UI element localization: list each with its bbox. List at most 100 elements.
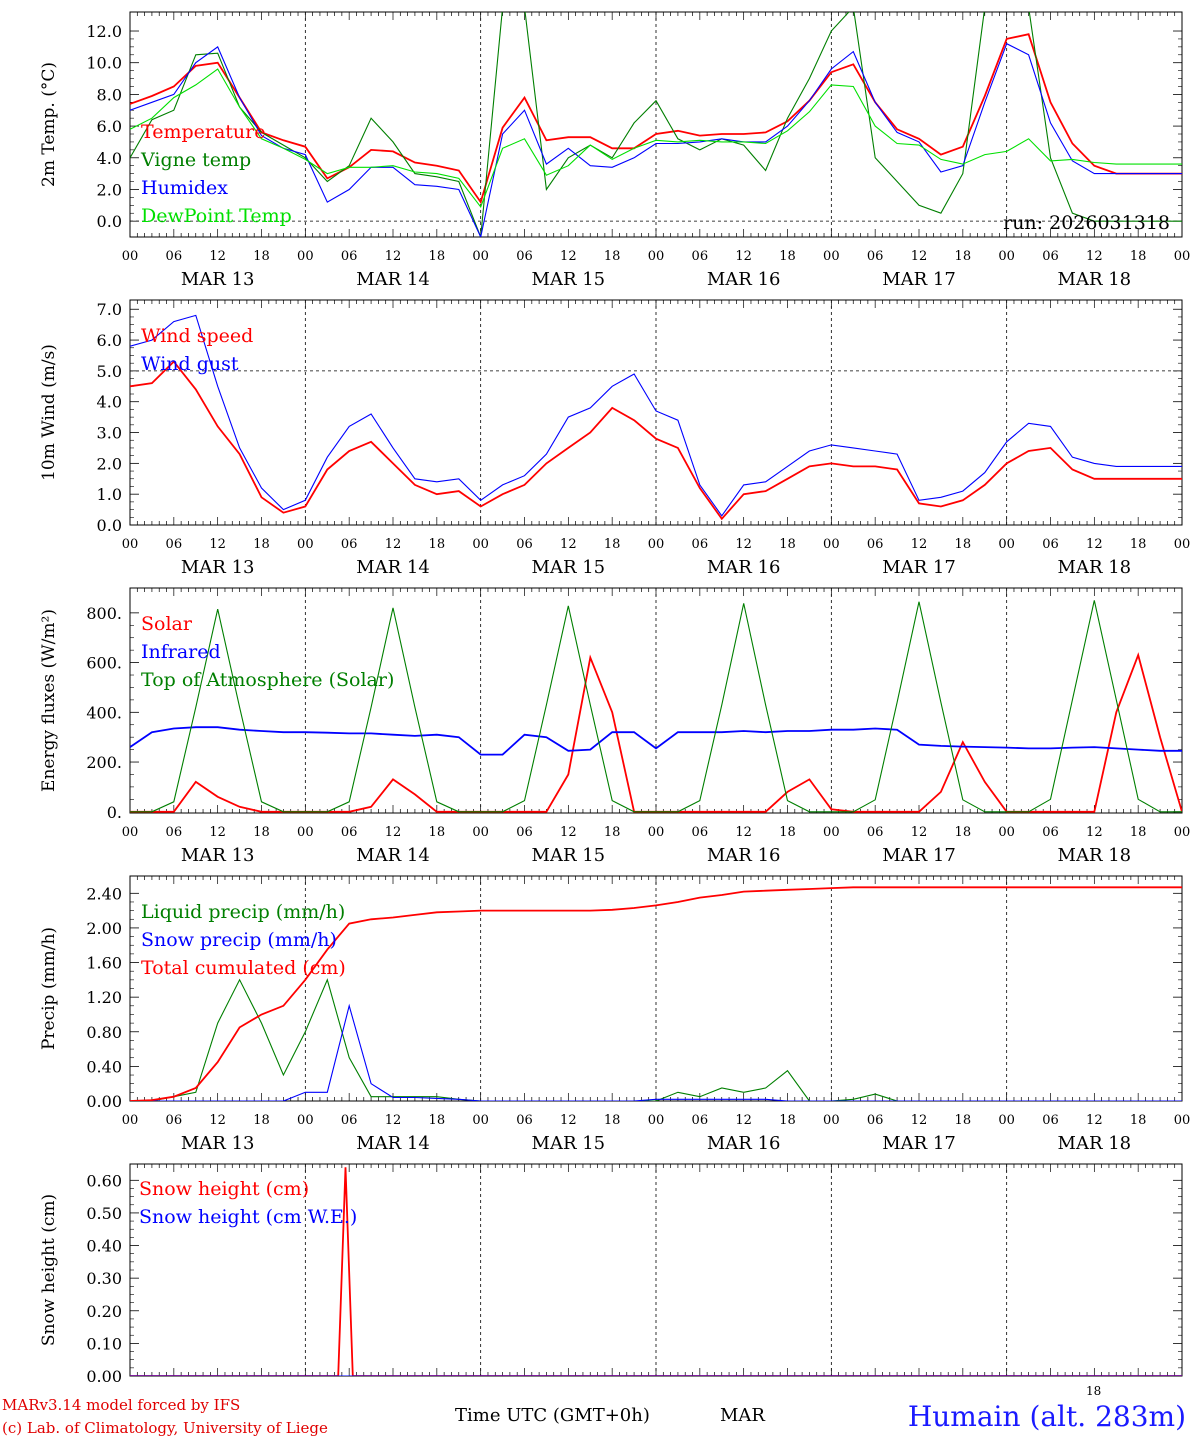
- y-tick-label: 800.: [86, 604, 122, 623]
- x-tick-label: 00: [122, 249, 139, 264]
- x-tick-label: 06: [341, 537, 358, 552]
- plot-frame: [129, 587, 1183, 814]
- series-line-snow-precip-mm-h-: [130, 1003, 1182, 1101]
- x-tick-label: 06: [867, 1113, 884, 1128]
- x-tick-label: 18: [604, 249, 621, 264]
- y-tick-label: 0.40: [86, 1237, 122, 1256]
- y-tick-label: 0.50: [86, 1204, 122, 1223]
- x-tick-label: 06: [341, 249, 358, 264]
- series-line-total-cumulated-cm-: [130, 886, 1182, 1101]
- x-tick-label: 00: [297, 1113, 314, 1128]
- y-axis-label: 2m Temp. (°C): [39, 62, 59, 187]
- day-label: MAR 17: [882, 845, 956, 866]
- day-label: MAR 14: [356, 1133, 430, 1154]
- x-tick-label: 12: [735, 1113, 752, 1128]
- x-tick-label: 18: [779, 825, 796, 840]
- panel-2: 0.0 1.0 2.0 3.0 4.0 5.0 6.0 7.0 10m Wind (m/s) 00…: [39, 299, 1190, 578]
- x-tick-label: 12: [735, 537, 752, 552]
- x-tick-label: 00: [122, 825, 139, 840]
- lab-credit: (c) Lab. of Climatology, University of L…: [2, 1419, 328, 1437]
- day-label: MAR 15: [532, 269, 606, 290]
- x-tick-label: 00: [823, 1113, 840, 1128]
- panel-3: 0. 200. 400. 600. 800. Energy fluxes (W/m²) 00…: [39, 587, 1190, 866]
- x-tick-label: 18: [955, 537, 972, 552]
- day-label: MAR 17: [882, 1133, 956, 1154]
- x-tick-label: 06: [166, 1113, 183, 1128]
- x-tick-label: 18: [429, 537, 446, 552]
- x-tick-label: 12: [911, 825, 928, 840]
- y-tick-label: 400.: [86, 703, 122, 722]
- day-label: MAR 16: [707, 269, 781, 290]
- x-tick-label: 18: [253, 537, 270, 552]
- day-label: MAR 14: [356, 845, 430, 866]
- x-tick-label: 00: [823, 825, 840, 840]
- legend-entry: Total cumulated (cm): [141, 957, 346, 979]
- day-label: MAR 16: [707, 845, 781, 866]
- day-label: MAR 18: [1058, 845, 1132, 866]
- x-tick-label: 12: [385, 249, 402, 264]
- x-tick-label: 06: [166, 537, 183, 552]
- plot-frame: [129, 11, 1183, 238]
- y-tick-label: 200.: [86, 753, 122, 772]
- legend-entry: Humidex: [141, 177, 228, 199]
- y-tick-label: 2.0: [97, 454, 122, 473]
- y-axis-label: Energy fluxes (W/m²): [39, 609, 59, 792]
- x-tick-label: 00: [998, 1113, 1015, 1128]
- series-line-top-of-atmosphere-solar-: [130, 600, 1182, 813]
- legend-entry: Vigne temp: [140, 149, 251, 171]
- x-tick-label: 12: [209, 1113, 226, 1128]
- y-tick-label: 1.60: [86, 954, 122, 973]
- x-tick-label: 06: [1042, 1113, 1059, 1128]
- panel-1: 0.0 2.0 4.0 6.0 8.0 10.0 12.0 2m Temp. (°C) 00 06…: [39, 11, 1191, 290]
- x-tick-label: 12: [560, 249, 577, 264]
- y-tick-label: 8.0: [97, 85, 122, 104]
- x-tick-label: 12: [735, 825, 752, 840]
- y-tick-label: 10.0: [86, 54, 122, 73]
- time-axis-title: Time UTC (GMT+0h): [455, 1405, 650, 1426]
- x-tick-label: 18: [604, 1113, 621, 1128]
- x-tick-label: 00: [297, 249, 314, 264]
- x-tick-label: 12: [560, 1113, 577, 1128]
- x-tick-label: 06: [516, 249, 533, 264]
- legend-entry: Solar: [141, 613, 193, 635]
- x-tick-label: 12: [911, 537, 928, 552]
- x-tick-label: 00: [648, 537, 665, 552]
- y-tick-label: 0.10: [86, 1334, 122, 1353]
- x-tick-label: 12: [1086, 249, 1103, 264]
- footer-day: 18: [1086, 1384, 1102, 1398]
- series-line-liquid-precip-mm-h-: [130, 978, 1182, 1101]
- y-tick-label: 0.20: [86, 1302, 122, 1321]
- legend-entry: Snow height (cm): [139, 1178, 309, 1200]
- x-tick-label: 12: [1086, 1113, 1103, 1128]
- day-label: MAR 14: [356, 557, 430, 578]
- y-tick-label: 600.: [86, 654, 122, 673]
- x-tick-label: 18: [1130, 1113, 1147, 1128]
- x-tick-label: 18: [955, 825, 972, 840]
- x-tick-label: 12: [209, 249, 226, 264]
- day-label: MAR 15: [532, 557, 606, 578]
- station-name: Humain (alt. 283m): [907, 1400, 1186, 1433]
- y-tick-label: 0.60: [86, 1171, 122, 1190]
- day-label: MAR 13: [181, 269, 255, 290]
- x-tick-label: 18: [1130, 249, 1147, 264]
- x-tick-label: 18: [955, 1113, 972, 1128]
- run-annotation: run: 2026031318: [1003, 212, 1170, 234]
- series-line-humidex: [130, 42, 1182, 237]
- day-label: MAR 18: [1058, 269, 1132, 290]
- x-tick-label: 00: [648, 249, 665, 264]
- x-tick-label: 06: [341, 1113, 358, 1128]
- series-line-vigne-temp: [130, 12, 1182, 237]
- x-tick-label: 18: [253, 825, 270, 840]
- y-tick-label: 1.20: [86, 988, 122, 1007]
- x-tick-label: 18: [955, 249, 972, 264]
- x-tick-label: 06: [166, 825, 183, 840]
- y-axis-label: Snow height (cm): [39, 1194, 59, 1346]
- x-tick-label: 12: [1086, 537, 1103, 552]
- x-tick-label: 12: [209, 537, 226, 552]
- x-tick-label: 00: [1174, 249, 1191, 264]
- day-label: MAR 16: [707, 557, 781, 578]
- x-tick-label: 06: [516, 825, 533, 840]
- series-line-snow-height-cm-: [130, 1167, 1182, 1376]
- y-tick-label: 5.0: [97, 362, 122, 381]
- x-tick-label: 18: [1130, 825, 1147, 840]
